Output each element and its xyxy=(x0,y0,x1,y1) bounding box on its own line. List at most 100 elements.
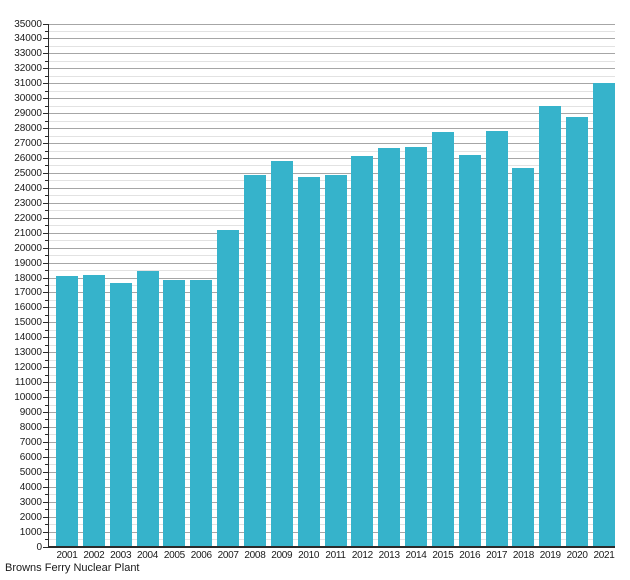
y-minor-tick xyxy=(45,344,48,346)
y-major-tick xyxy=(43,83,48,85)
y-minor-tick xyxy=(45,539,48,541)
y-minor-tick xyxy=(45,329,48,331)
y-minor-tick xyxy=(45,255,48,257)
y-major-tick xyxy=(43,68,48,70)
y-tick-label: 3000 xyxy=(19,496,42,508)
y-major-tick xyxy=(43,486,48,488)
y-tick-label: 12000 xyxy=(14,362,42,374)
y-minor-tick xyxy=(45,509,48,511)
y-tick-label: 19000 xyxy=(14,257,42,269)
y-minor-tick xyxy=(45,210,48,212)
y-minor-tick xyxy=(45,314,48,316)
x-tick-label: 2001 xyxy=(56,550,78,561)
y-tick-label: 14000 xyxy=(14,332,42,344)
y-major-tick xyxy=(43,262,48,264)
minor-gridline xyxy=(48,75,615,77)
y-major-tick xyxy=(43,172,48,174)
y-minor-tick xyxy=(45,479,48,481)
minor-gridline xyxy=(48,165,615,167)
y-major-tick xyxy=(43,441,48,443)
y-minor-tick xyxy=(45,464,48,466)
y-minor-tick xyxy=(45,45,48,47)
y-tick-label: 7000 xyxy=(19,436,42,448)
y-major-tick xyxy=(43,412,48,413)
x-tick-label: 2005 xyxy=(163,550,185,561)
y-tick-label: 22000 xyxy=(14,212,42,224)
x-tick-label: 2009 xyxy=(271,550,293,561)
y-major-tick xyxy=(43,128,48,130)
minor-gridline xyxy=(48,60,615,62)
x-tick-label: 2003 xyxy=(110,550,132,561)
y-tick-label: 31000 xyxy=(14,78,42,90)
y-tick-label: 32000 xyxy=(14,63,42,75)
x-tick-label: 2018 xyxy=(512,550,534,561)
x-tick-label: 2021 xyxy=(593,550,615,561)
bar-2002 xyxy=(82,275,105,547)
y-tick-label: 27000 xyxy=(14,138,42,150)
y-major-tick xyxy=(43,157,48,159)
x-tick-label: 2006 xyxy=(190,550,212,561)
bar-2018 xyxy=(512,168,535,547)
y-tick-label: 17000 xyxy=(14,287,42,299)
minor-gridline xyxy=(48,90,615,92)
y-major-tick xyxy=(43,352,48,354)
x-tick-label: 2013 xyxy=(378,550,400,561)
y-major-tick xyxy=(43,277,48,279)
major-gridline xyxy=(48,128,615,130)
y-tick-label: 30000 xyxy=(14,93,42,105)
y-minor-tick xyxy=(45,299,48,301)
bar-2008 xyxy=(243,174,266,547)
y-tick-label: 13000 xyxy=(14,347,42,359)
bar-2017 xyxy=(485,130,508,547)
major-gridline xyxy=(48,23,615,25)
y-major-tick xyxy=(43,337,48,339)
minor-gridline xyxy=(48,120,615,122)
minor-gridline xyxy=(48,45,615,47)
y-tick-label: 24000 xyxy=(14,182,42,194)
y-tick-label: 1000 xyxy=(19,526,42,538)
y-major-tick xyxy=(43,23,48,25)
y-major-tick xyxy=(43,531,48,533)
y-minor-tick xyxy=(45,434,48,436)
y-tick-label: 35000 xyxy=(14,18,42,30)
y-tick-label: 23000 xyxy=(14,197,42,209)
x-tick-label: 2020 xyxy=(566,550,588,561)
y-major-tick xyxy=(43,397,48,399)
bar-2015 xyxy=(431,132,454,547)
y-minor-tick xyxy=(45,75,48,77)
y-tick-label: 11000 xyxy=(14,377,42,389)
x-tick-label: 2017 xyxy=(486,550,508,561)
y-tick-label: 34000 xyxy=(14,33,42,45)
x-tick-label: 2019 xyxy=(539,550,561,561)
y-minor-tick xyxy=(45,90,48,92)
x-tick-label: 2004 xyxy=(137,550,159,561)
major-gridline xyxy=(48,113,615,115)
y-major-tick xyxy=(43,38,48,40)
y-tick-label: 16000 xyxy=(14,302,42,314)
major-gridline xyxy=(48,68,615,70)
y-major-tick xyxy=(43,187,48,189)
y-minor-tick xyxy=(45,240,48,242)
y-minor-tick xyxy=(45,449,48,451)
y-minor-tick xyxy=(45,30,48,32)
minor-gridline xyxy=(48,105,615,107)
y-minor-tick xyxy=(45,285,48,286)
major-gridline xyxy=(48,172,615,174)
y-major-tick xyxy=(43,471,48,473)
bar-2009 xyxy=(270,161,293,547)
bar-2011 xyxy=(324,174,347,547)
major-gridline xyxy=(48,157,615,159)
major-gridline xyxy=(48,38,615,40)
y-axis-line xyxy=(48,24,49,547)
y-minor-tick xyxy=(45,135,48,137)
bar-2003 xyxy=(109,283,132,547)
bar-2006 xyxy=(190,280,213,547)
x-tick-label: 2014 xyxy=(405,550,427,561)
y-major-tick xyxy=(43,232,48,234)
y-major-tick xyxy=(43,501,48,503)
y-minor-tick xyxy=(45,419,48,421)
y-tick-label: 18000 xyxy=(14,272,42,284)
y-tick-label: 10000 xyxy=(14,392,42,404)
y-major-tick xyxy=(43,516,48,518)
